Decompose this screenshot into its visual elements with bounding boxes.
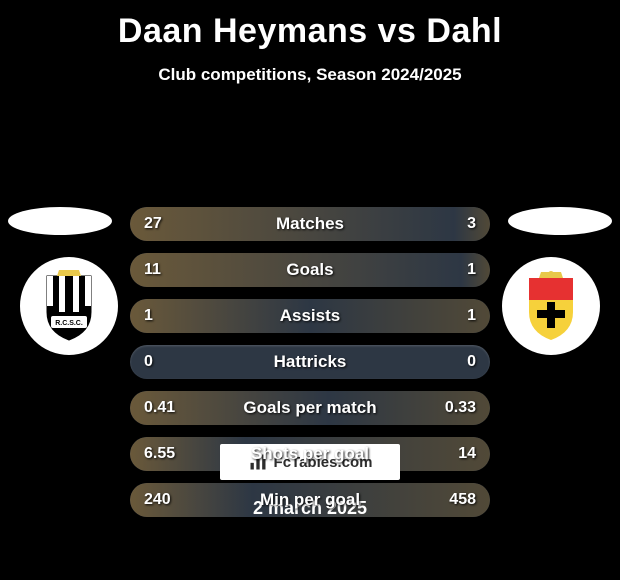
page-title: Daan Heymans vs Dahl [0, 0, 620, 51]
stat-label: Goals [286, 260, 333, 280]
stat-value-left: 11 [144, 261, 161, 279]
stat-value-left: 6.55 [144, 445, 175, 463]
stats-rows: 27Matches311Goals11Assists10Hattricks00.… [130, 207, 490, 529]
stat-value-left: 0 [144, 353, 153, 371]
stat-value-right: 14 [458, 445, 476, 463]
stat-label: Min per goal [260, 490, 360, 510]
stat-value-right: 0.33 [445, 399, 476, 417]
stat-value-left: 240 [144, 491, 171, 509]
stat-value-left: 27 [144, 215, 162, 233]
stat-value-right: 1 [467, 307, 476, 325]
stat-value-right: 0 [467, 353, 476, 371]
stat-label: Assists [280, 306, 340, 326]
club-badge-left: R.C.S.C. [20, 257, 118, 355]
stat-row: 0 Hattricks 0 [130, 345, 490, 379]
stat-label: Goals per match [243, 398, 376, 418]
stat-label: Matches [276, 214, 344, 234]
season-subtitle: Club competitions, Season 2024/2025 [0, 65, 620, 85]
stat-value-right: 3 [467, 215, 476, 233]
club-badge-right [502, 257, 600, 355]
svg-text:R.C.S.C.: R.C.S.C. [55, 320, 83, 327]
player-oval-right [508, 207, 612, 235]
stat-label: Shots per goal [251, 444, 369, 464]
stat-row: 1 Assists 1 [130, 299, 490, 333]
stat-value-left: 0.41 [144, 399, 175, 417]
stat-row: 0.41 Goals per match 0.33 [130, 391, 490, 425]
stat-value-left: 1 [144, 307, 153, 325]
stat-label: Hattricks [274, 352, 347, 372]
player-oval-left [8, 207, 112, 235]
club-logo-mechelen-icon [521, 270, 581, 342]
stat-value-right: 458 [449, 491, 476, 509]
stat-row: 11 Goals 1 [130, 253, 490, 287]
stat-value-right: 1 [467, 261, 476, 279]
club-logo-rcsc-icon: R.C.S.C. [39, 270, 99, 342]
stat-row: 27 Matches 3 [130, 207, 490, 241]
